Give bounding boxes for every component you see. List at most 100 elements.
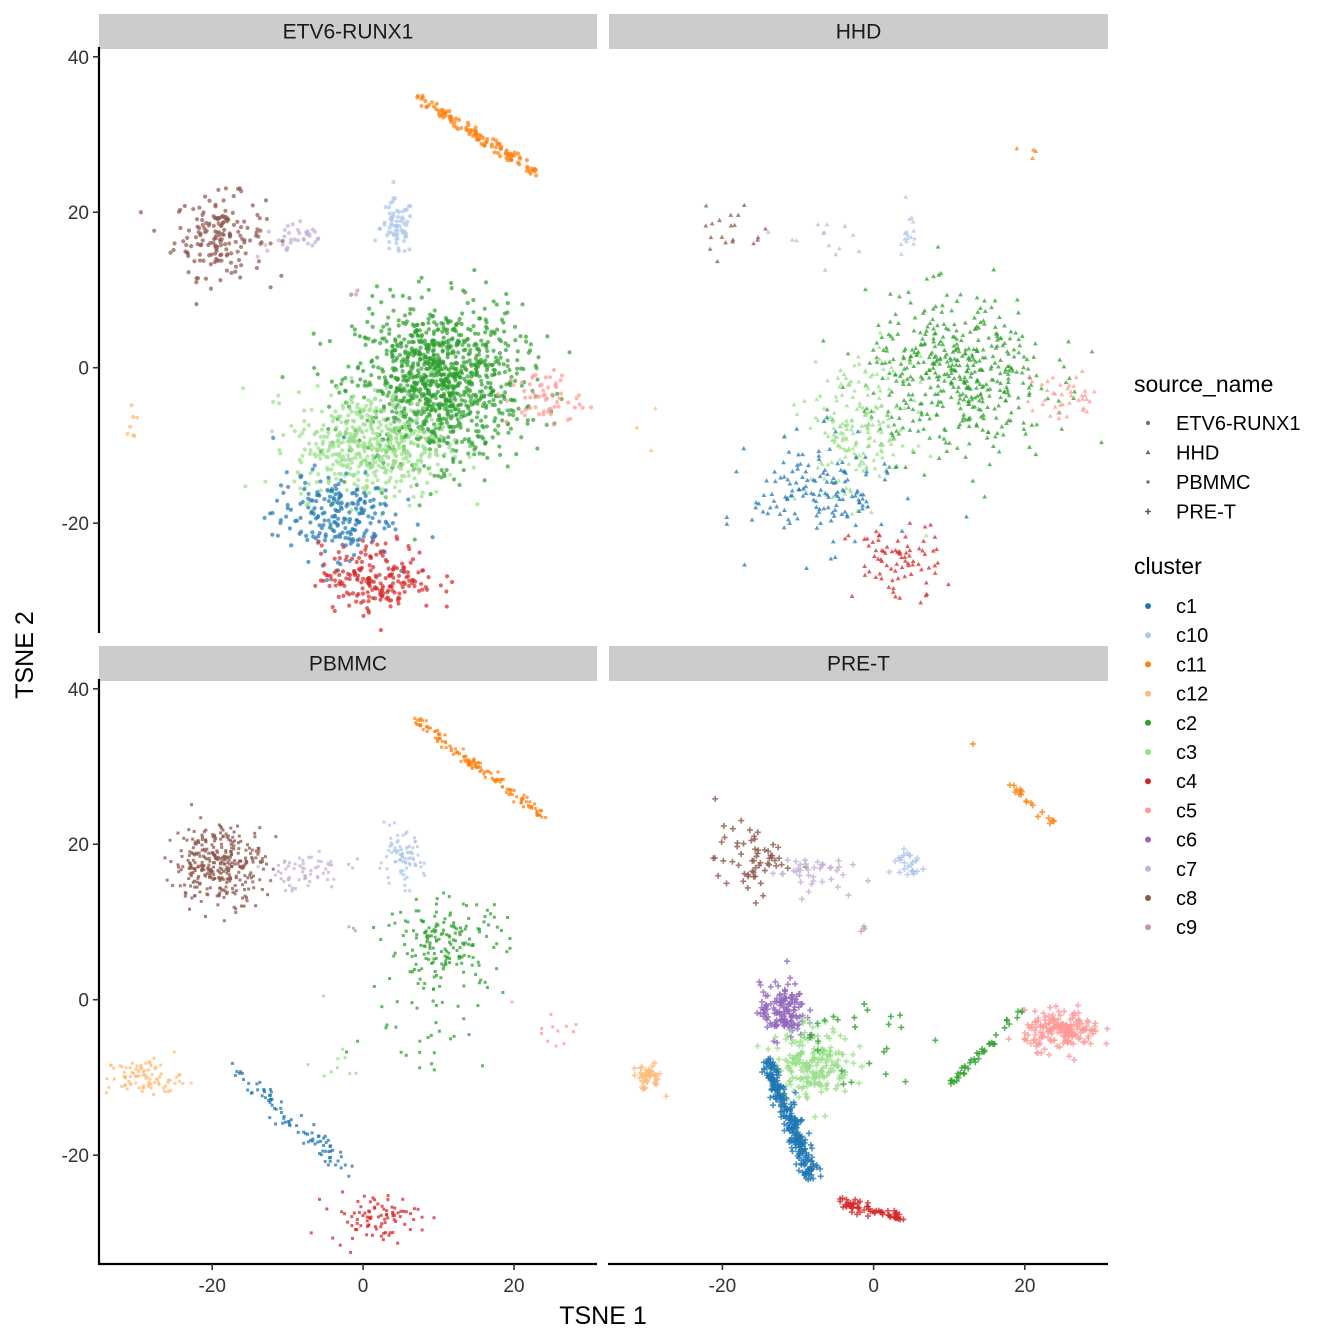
- point-c1: [295, 1124, 299, 1128]
- point-c12: [152, 1093, 156, 1097]
- point-c2: [433, 970, 437, 974]
- point-c2: [439, 950, 443, 954]
- point-c4: [391, 1231, 395, 1235]
- point-c1: [308, 520, 313, 525]
- point-c8: [243, 874, 247, 878]
- point-c8: [234, 910, 238, 914]
- point-c11: [508, 791, 512, 795]
- point-c2: [417, 909, 421, 913]
- point-c2: [1020, 380, 1026, 385]
- point-c3: [872, 465, 878, 471]
- point-c3: [385, 447, 390, 452]
- point-c7: [326, 862, 330, 866]
- point-c8: [200, 860, 204, 864]
- point-c5: [1029, 379, 1035, 384]
- point-c3: [918, 353, 924, 359]
- point-c10: [408, 863, 412, 867]
- point-c2: [479, 378, 484, 384]
- point-c3: [834, 398, 840, 403]
- point-c8: [152, 228, 157, 233]
- point-c2: [441, 391, 447, 397]
- point-c12: [135, 1064, 139, 1068]
- point-c11: [413, 716, 417, 720]
- point-c2: [431, 367, 437, 372]
- point-c8: [204, 828, 208, 832]
- point-c5: [533, 394, 538, 400]
- point-c3: [297, 434, 302, 439]
- point-c2: [966, 346, 972, 351]
- point-c2: [921, 472, 927, 477]
- point-c2: [910, 418, 916, 423]
- point-c3: [853, 467, 859, 472]
- point-c11: [470, 764, 474, 768]
- point-c7: [330, 863, 334, 867]
- point-c4: [444, 574, 450, 579]
- point-c2: [388, 374, 394, 379]
- point-c2: [985, 404, 990, 409]
- point-c2: [403, 943, 407, 947]
- point-c1: [336, 516, 341, 521]
- point-c3: [876, 344, 882, 349]
- point-c8: [741, 202, 747, 207]
- point-c7: [280, 242, 285, 247]
- point-c8: [189, 874, 193, 878]
- point-c1: [316, 1140, 320, 1144]
- point-c1: [309, 1138, 313, 1142]
- point-c2: [367, 380, 372, 385]
- point-c12: [652, 406, 658, 411]
- point-c2: [390, 353, 395, 359]
- point-c2: [445, 956, 449, 960]
- point-c7: [794, 238, 799, 243]
- point-c4: [331, 1236, 335, 1240]
- point-c3: [379, 465, 384, 470]
- point-c4: [365, 1233, 369, 1237]
- point-c2: [1013, 330, 1019, 335]
- point-c2: [413, 954, 417, 958]
- point-c4: [388, 598, 394, 603]
- point-c2: [957, 396, 963, 401]
- point-c2: [845, 351, 851, 356]
- point-c3: [370, 444, 376, 450]
- point-c2: [476, 331, 481, 336]
- point-c10: [398, 219, 403, 224]
- point-c1: [313, 536, 318, 541]
- point-c1: [336, 1159, 340, 1163]
- point-c2: [879, 334, 885, 339]
- point-c8: [229, 270, 234, 276]
- point-c4: [367, 584, 372, 589]
- point-c8: [773, 862, 780, 869]
- point-c4: [395, 537, 400, 542]
- point-c2: [437, 357, 442, 363]
- facet-panel-hhd: HHD: [609, 14, 1108, 605]
- point-c11: [461, 747, 465, 751]
- point-c5: [546, 1039, 550, 1043]
- point-c4: [416, 1207, 420, 1211]
- point-c1: [852, 539, 858, 544]
- point-c2: [454, 341, 460, 346]
- point-c8: [240, 236, 245, 242]
- point-c7: [842, 223, 848, 228]
- point-c10: [402, 873, 406, 877]
- point-c2: [487, 399, 492, 404]
- point-c3: [379, 448, 384, 453]
- point-c2: [415, 333, 420, 338]
- point-c2: [908, 397, 914, 402]
- point-c2: [500, 393, 505, 398]
- point-c2: [956, 384, 961, 389]
- point-c8: [186, 858, 190, 862]
- point-c10: [412, 857, 416, 861]
- point-c3: [386, 455, 391, 460]
- point-c8: [238, 233, 243, 238]
- point-c3: [320, 441, 325, 447]
- point-c2: [501, 362, 506, 367]
- point-c2: [431, 960, 435, 964]
- point-c1: [378, 501, 383, 507]
- point-c2: [1059, 426, 1065, 431]
- point-c1: [833, 502, 839, 508]
- point-c1: [806, 462, 811, 468]
- point-c1: [838, 467, 844, 472]
- point-c10: [389, 841, 393, 845]
- point-c2: [941, 321, 947, 327]
- point-c3: [856, 379, 862, 384]
